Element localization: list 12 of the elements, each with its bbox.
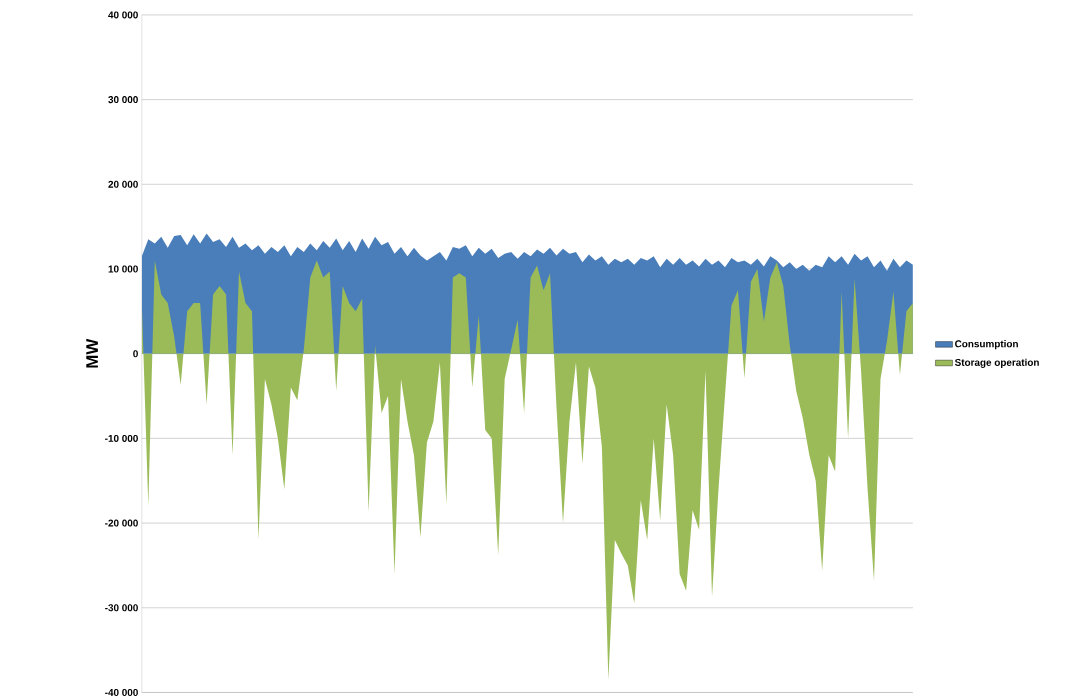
y-tick-label: -20 000 <box>105 519 138 527</box>
y-tick-label: 40 000 <box>108 11 138 19</box>
y-tick-label: -30 000 <box>105 604 138 612</box>
legend-label: Consumption <box>955 339 1018 350</box>
y-tick-label: 20 000 <box>108 180 138 188</box>
y-tick-label: -40 000 <box>105 688 138 696</box>
y-axis-title: MW <box>86 338 98 368</box>
y-tick-label: -10 000 <box>105 434 138 442</box>
y-tick-label: 10 000 <box>108 265 138 273</box>
legend-label: Storage operation <box>954 358 1039 368</box>
y-tick-label: 30 000 <box>108 95 138 103</box>
y-tick-label: 0 <box>133 349 138 357</box>
